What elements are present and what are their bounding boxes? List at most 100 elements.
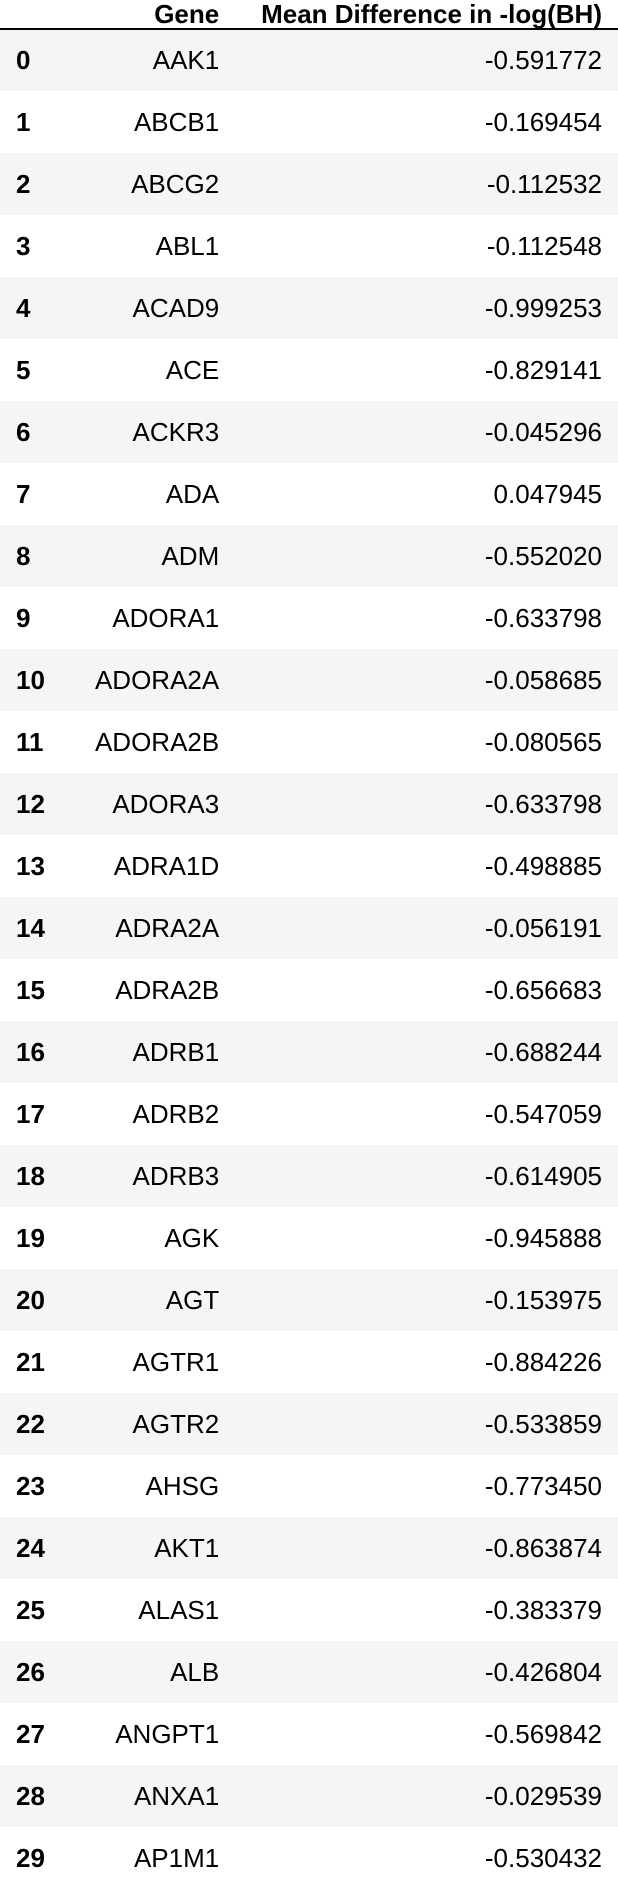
row-index: 28 [16,1780,45,1811]
row-index: 29 [16,1842,45,1873]
table-row: 26 ALB -0.426804 [0,1641,618,1703]
table-row: 22 AGTR2 -0.533859 [0,1393,618,1455]
row-index: 15 [16,974,45,1005]
mean-difference-cell: -0.112548 [486,230,602,261]
row-index: 23 [16,1470,45,1501]
gene-cell: ADM [161,540,220,571]
mean-difference-cell: -0.773450 [484,1470,602,1501]
mean-difference-cell: -0.426804 [484,1656,602,1687]
mean-difference-cell: -0.633798 [484,788,602,819]
table-body: 0 AAK1 -0.591772 1 ABCB1 -0.169454 2 ABCG2 -0.11… [0,29,618,1889]
table-row: 0 AAK1 -0.591772 [0,29,618,91]
row-index: 25 [16,1594,45,1625]
row-index: 5 [16,354,31,385]
mean-difference-cell: -0.999253 [484,292,602,323]
row-index: 6 [16,416,31,447]
mean-difference-cell: -0.058685 [484,664,602,695]
gene-cell: ADORA2A [94,664,220,695]
table-row: 11 ADORA2B -0.080565 [0,711,618,773]
row-index: 13 [16,850,45,881]
mean-difference-cell: -0.863874 [484,1532,602,1563]
gene-cell: ADRB3 [132,1160,220,1191]
gene-cell: ANXA1 [133,1780,220,1811]
table-row: 19 AGK -0.945888 [0,1207,618,1269]
gene-cell: ALAS1 [138,1594,220,1625]
table-row: 3 ABL1 -0.112548 [0,215,618,277]
mean-difference-cell: -0.552020 [484,540,602,571]
gene-cell: ADRA2B [115,974,220,1005]
gene-cell: ACE [165,354,220,385]
mean-difference-cell: -0.383379 [484,1594,602,1625]
row-index: 17 [16,1098,45,1129]
row-index: 20 [16,1284,45,1315]
mean-difference-cell: -0.884226 [484,1346,602,1377]
table-row: 16 ADRB1 -0.688244 [0,1021,618,1083]
gene-cell: ADRA2A [115,912,220,943]
row-index: 2 [16,168,31,199]
gene-cell: ADRB2 [132,1098,220,1129]
row-index: 18 [16,1160,45,1191]
mean-difference-cell: -0.656683 [484,974,602,1005]
row-index: 7 [16,478,31,509]
gene-cell: ADORA3 [112,788,220,819]
row-index: 10 [16,664,45,695]
table-row: 4 ACAD9 -0.999253 [0,277,618,339]
gene-cell: ADRB1 [132,1036,220,1067]
row-index: 3 [16,230,31,261]
gene-column-header: Gene [58,0,236,30]
mean-difference-cell: -0.547059 [484,1098,602,1129]
row-index: 11 [16,726,44,757]
mean-difference-cell: -0.591772 [484,45,602,75]
table-row: 14 ADRA2A -0.056191 [0,897,618,959]
gene-cell: ADORA2B [94,726,220,757]
table-row: 25 ALAS1 -0.383379 [0,1579,618,1641]
gene-cell: ACAD9 [132,292,220,323]
mean-difference-cell: -0.633798 [484,602,602,633]
table-row: 6 ACKR3 -0.045296 [0,401,618,463]
mean-difference-cell: -0.112532 [486,168,602,199]
gene-cell: ABCG2 [131,168,220,199]
row-index: 24 [16,1532,45,1563]
mean-difference-cell: -0.498885 [484,850,602,881]
table-row: 13 ADRA1D -0.498885 [0,835,618,897]
table-row: 5 ACE -0.829141 [0,339,618,401]
gene-cell: AGT [165,1284,220,1315]
mean-difference-cell: -0.080565 [484,726,602,757]
row-index: 21 [16,1346,45,1377]
row-index: 8 [16,540,31,571]
mean-difference-cell: 0.047945 [493,478,602,509]
table-row: 28 ANXA1 -0.029539 [0,1765,618,1827]
gene-cell: ADRA1D [113,850,220,881]
row-index: 9 [16,602,31,633]
row-index: 1 [16,106,31,137]
table-row: 10 ADORA2A -0.058685 [0,649,618,711]
table-row: 23 AHSG -0.773450 [0,1455,618,1517]
gene-cell: ADORA1 [112,602,220,633]
row-index: 22 [16,1408,45,1439]
table-row: 24 AKT1 -0.863874 [0,1517,618,1579]
mean-difference-cell: -0.045296 [484,416,602,447]
table-row: 29 AP1M1 -0.530432 [0,1827,618,1889]
gene-cell: AHSG [145,1470,220,1501]
table-row: 1 ABCB1 -0.169454 [0,91,618,153]
mean-difference-cell: -0.153975 [484,1284,602,1315]
mean-difference-cell: -0.029539 [484,1780,602,1811]
table-row: 20 AGT -0.153975 [0,1269,618,1331]
gene-cell: AP1M1 [133,1842,220,1873]
mean-difference-cell: -0.533859 [484,1408,602,1439]
gene-cell: AGK [164,1222,220,1253]
gene-cell: AGTR2 [132,1408,220,1439]
table-row: 18 ADRB3 -0.614905 [0,1145,618,1207]
mean-difference-cell: -0.530432 [484,1842,602,1873]
gene-cell: ALB [170,1656,220,1687]
gene-cell: ADA [165,478,220,509]
gene-cell: ACKR3 [132,416,220,447]
mean-difference-cell: -0.569842 [484,1718,602,1749]
table-row: 8 ADM -0.552020 [0,525,618,587]
gene-cell: ANGPT1 [115,1718,220,1749]
gene-cell: AAK1 [152,45,220,75]
mean-difference-cell: -0.056191 [484,912,602,943]
row-index: 4 [16,292,31,323]
row-index: 0 [16,45,31,75]
